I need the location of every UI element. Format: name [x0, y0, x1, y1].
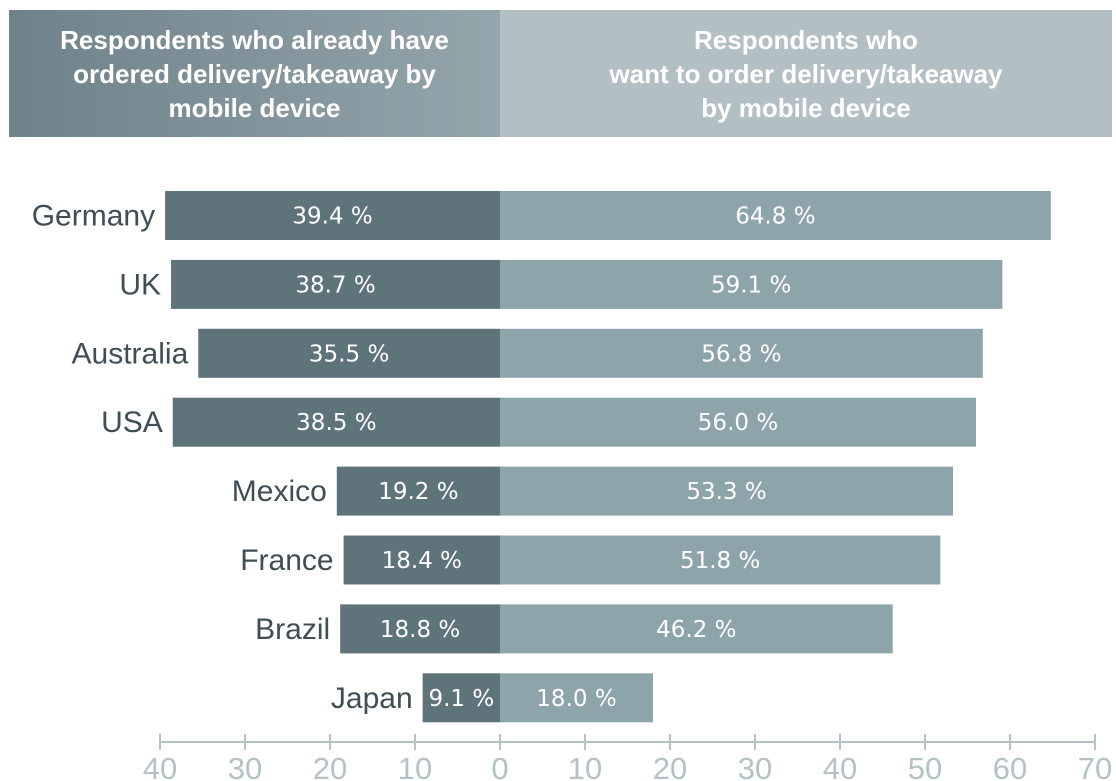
bar-label-left: 18.4 % [382, 548, 462, 574]
bar-label-left: 35.5 % [309, 341, 389, 367]
bar-label-left: 38.7 % [295, 272, 375, 298]
category-label: France [240, 544, 333, 577]
bar-label-right: 56.0 % [698, 410, 778, 436]
bar-label-left: 19.2 % [378, 479, 458, 505]
bar-label-right: 59.1 % [711, 272, 791, 298]
category-label: Australia [72, 337, 189, 370]
bar-label-right: 56.8 % [701, 341, 781, 367]
bar-left [198, 328, 500, 378]
x-tick-label: 20 [313, 751, 347, 781]
x-tick-label: 70 [1078, 751, 1112, 781]
x-tick-label: 20 [653, 751, 687, 781]
bar-label-right: 64.8 % [735, 204, 815, 230]
x-tick-label: 10 [398, 751, 432, 781]
header-right: Respondents who want to order delivery/t… [500, 10, 1112, 137]
bar-left [172, 397, 500, 447]
header-left: Respondents who already have ordered del… [9, 10, 500, 137]
category-label: USA [101, 406, 163, 439]
bar-label-right: 46.2 % [656, 617, 736, 643]
bar-left [171, 259, 501, 309]
category-label: UK [119, 268, 161, 301]
x-tick-label: 50 [908, 751, 942, 781]
bar-left [343, 535, 500, 585]
bar-label-right: 18.0 % [536, 686, 616, 712]
x-tick-label: 10 [568, 751, 602, 781]
x-tick-label: 60 [993, 751, 1027, 781]
bar-label-left: 38.5 % [296, 410, 376, 436]
bar-label-right: 51.8 % [680, 548, 760, 574]
x-tick-label: 0 [491, 751, 508, 781]
x-tick-label: 30 [738, 751, 772, 781]
bar-label-left: 9.1 % [428, 686, 494, 712]
bar-right [500, 397, 976, 447]
category-label: Germany [32, 200, 155, 233]
bar-label-right: 53.3 % [686, 479, 766, 505]
category-label: Mexico [232, 475, 327, 508]
category-label: Brazil [255, 613, 330, 646]
bar-right [500, 466, 954, 516]
x-tick-label: 40 [143, 751, 177, 781]
bar-left [422, 673, 500, 723]
bar-right [500, 604, 893, 654]
bar-label-left: 39.4 % [292, 204, 372, 230]
x-tick-label: 30 [228, 751, 262, 781]
bar-right [500, 259, 1003, 309]
bar-right [500, 673, 653, 723]
bar-right [500, 535, 941, 585]
bar-right [500, 191, 1051, 240]
bar-left [340, 604, 500, 654]
x-tick-label: 40 [823, 751, 857, 781]
bar-left [165, 191, 500, 240]
bar-left [336, 466, 500, 516]
bar-label-left: 18.8 % [380, 617, 460, 643]
category-label: Japan [331, 682, 413, 715]
bar-right [500, 328, 983, 378]
